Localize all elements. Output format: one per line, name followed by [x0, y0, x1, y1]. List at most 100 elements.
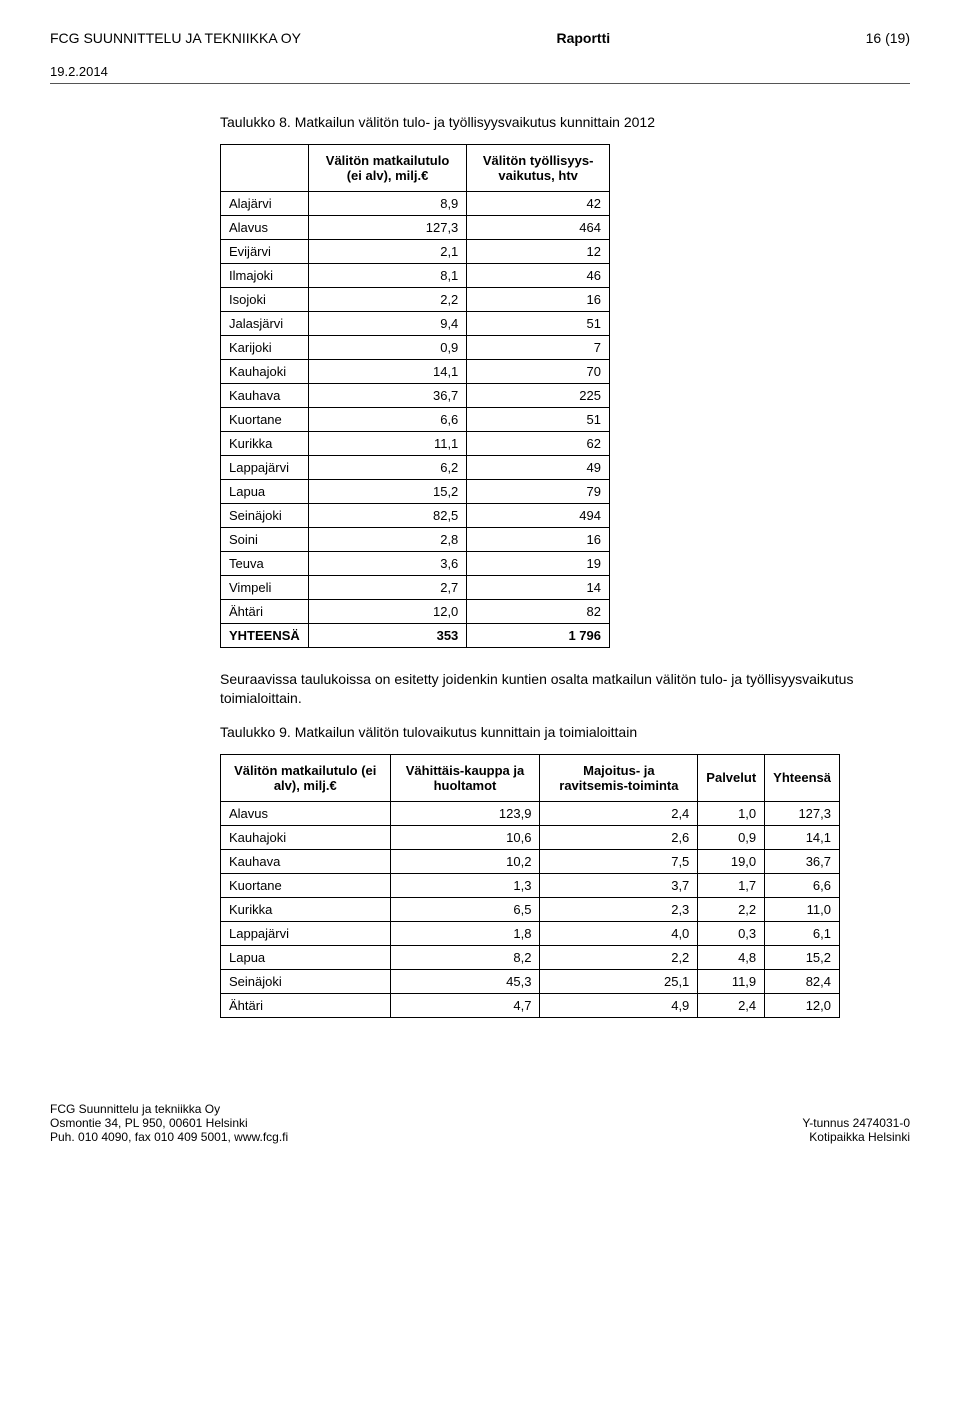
row-name: Seinäjoki: [221, 969, 391, 993]
row-name: Soini: [221, 528, 309, 552]
row-value: 6,5: [390, 897, 540, 921]
row-value: 6,1: [765, 921, 840, 945]
row-value: 2,4: [698, 993, 765, 1017]
row-value: 6,6: [308, 408, 467, 432]
row-name: Alajärvi: [221, 192, 309, 216]
row-name: Ilmajoki: [221, 264, 309, 288]
total-value: 353: [308, 624, 467, 648]
table-row: Ähtäri4,74,92,412,0: [221, 993, 840, 1017]
row-value: 79: [467, 480, 610, 504]
row-value: 36,7: [765, 849, 840, 873]
row-value: 4,9: [540, 993, 698, 1017]
table-row: Seinäjoki45,325,111,982,4: [221, 969, 840, 993]
row-name: Kauhava: [221, 849, 391, 873]
table2-h5: Yhteensä: [765, 754, 840, 801]
table-row: Kurikka11,162: [221, 432, 610, 456]
row-value: 225: [467, 384, 610, 408]
row-value: 14,1: [765, 825, 840, 849]
table-row: Kuortane6,651: [221, 408, 610, 432]
row-value: 127,3: [765, 801, 840, 825]
row-name: Kuortane: [221, 873, 391, 897]
footer-address: Osmontie 34, PL 950, 00601 Helsinki: [50, 1116, 288, 1130]
row-name: Alavus: [221, 801, 391, 825]
row-value: 1,8: [390, 921, 540, 945]
row-value: 127,3: [308, 216, 467, 240]
table-row: Lapua15,279: [221, 480, 610, 504]
row-name: Lapua: [221, 945, 391, 969]
row-value: 25,1: [540, 969, 698, 993]
row-value: 51: [467, 312, 610, 336]
row-value: 0,3: [698, 921, 765, 945]
row-value: 2,6: [540, 825, 698, 849]
row-value: 12: [467, 240, 610, 264]
table-row: Kauhava36,7225: [221, 384, 610, 408]
table-row: Kauhava10,27,519,036,7: [221, 849, 840, 873]
row-value: 16: [467, 528, 610, 552]
row-value: 82: [467, 600, 610, 624]
table-row: Ilmajoki8,146: [221, 264, 610, 288]
table-row: Kauhajoki10,62,60,914,1: [221, 825, 840, 849]
row-value: 8,2: [390, 945, 540, 969]
table2-header-row: Välitön matkailutulo (ei alv), milj.€ Vä…: [221, 754, 840, 801]
row-name: Lapua: [221, 480, 309, 504]
table2-h2: Vähittäis-kauppa ja huoltamot: [390, 754, 540, 801]
row-value: 1,3: [390, 873, 540, 897]
row-value: 464: [467, 216, 610, 240]
row-name: Lappajärvi: [221, 921, 391, 945]
row-name: Lappajärvi: [221, 456, 309, 480]
table1-header-row: Välitön matkailutulo (ei alv), milj.€ Vä…: [221, 145, 610, 192]
row-value: 70: [467, 360, 610, 384]
row-value: 4,8: [698, 945, 765, 969]
row-value: 8,9: [308, 192, 467, 216]
row-value: 42: [467, 192, 610, 216]
row-value: 7,5: [540, 849, 698, 873]
page-footer: FCG Suunnittelu ja tekniikka Oy Osmontie…: [50, 1098, 910, 1144]
row-value: 82,4: [765, 969, 840, 993]
table1-caption: Taulukko 8. Matkailun välitön tulo- ja t…: [220, 114, 870, 130]
footer-business-id: Y-tunnus 2474031-0: [802, 1116, 910, 1130]
row-value: 2,3: [540, 897, 698, 921]
row-name: Seinäjoki: [221, 504, 309, 528]
table-row: Karijoki0,97: [221, 336, 610, 360]
row-value: 36,7: [308, 384, 467, 408]
row-name: Kauhava: [221, 384, 309, 408]
table1-h2: Välitön matkailutulo (ei alv), milj.€: [308, 145, 467, 192]
table-row: Seinäjoki82,5494: [221, 504, 610, 528]
row-value: 10,6: [390, 825, 540, 849]
row-value: 2,2: [698, 897, 765, 921]
row-value: 19: [467, 552, 610, 576]
row-value: 494: [467, 504, 610, 528]
table-row: Lappajärvi1,84,00,36,1: [221, 921, 840, 945]
footer-company: FCG Suunnittelu ja tekniikka Oy: [50, 1102, 288, 1116]
row-value: 2,8: [308, 528, 467, 552]
row-value: 11,9: [698, 969, 765, 993]
row-value: 6,2: [308, 456, 467, 480]
row-value: 3,7: [540, 873, 698, 897]
footer-domicile: Kotipaikka Helsinki: [802, 1130, 910, 1144]
row-value: 11,1: [308, 432, 467, 456]
row-value: 12,0: [308, 600, 467, 624]
table1-h1: [221, 145, 309, 192]
row-value: 4,0: [540, 921, 698, 945]
row-value: 15,2: [308, 480, 467, 504]
row-value: 7: [467, 336, 610, 360]
row-value: 19,0: [698, 849, 765, 873]
row-name: Teuva: [221, 552, 309, 576]
row-name: Kuortane: [221, 408, 309, 432]
row-value: 82,5: [308, 504, 467, 528]
row-value: 4,7: [390, 993, 540, 1017]
row-name: Kurikka: [221, 432, 309, 456]
row-value: 2,7: [308, 576, 467, 600]
row-value: 3,6: [308, 552, 467, 576]
table2-h3: Majoitus- ja ravitsemis-toiminta: [540, 754, 698, 801]
row-value: 1,7: [698, 873, 765, 897]
table-row: Teuva3,619: [221, 552, 610, 576]
table-row: Jalasjärvi9,451: [221, 312, 610, 336]
row-name: Ähtäri: [221, 600, 309, 624]
table-row: Alavus123,92,41,0127,3: [221, 801, 840, 825]
row-value: 62: [467, 432, 610, 456]
row-value: 51: [467, 408, 610, 432]
table-total-row: YHTEENSÄ3531 796: [221, 624, 610, 648]
table2-h4: Palvelut: [698, 754, 765, 801]
row-name: Ähtäri: [221, 993, 391, 1017]
